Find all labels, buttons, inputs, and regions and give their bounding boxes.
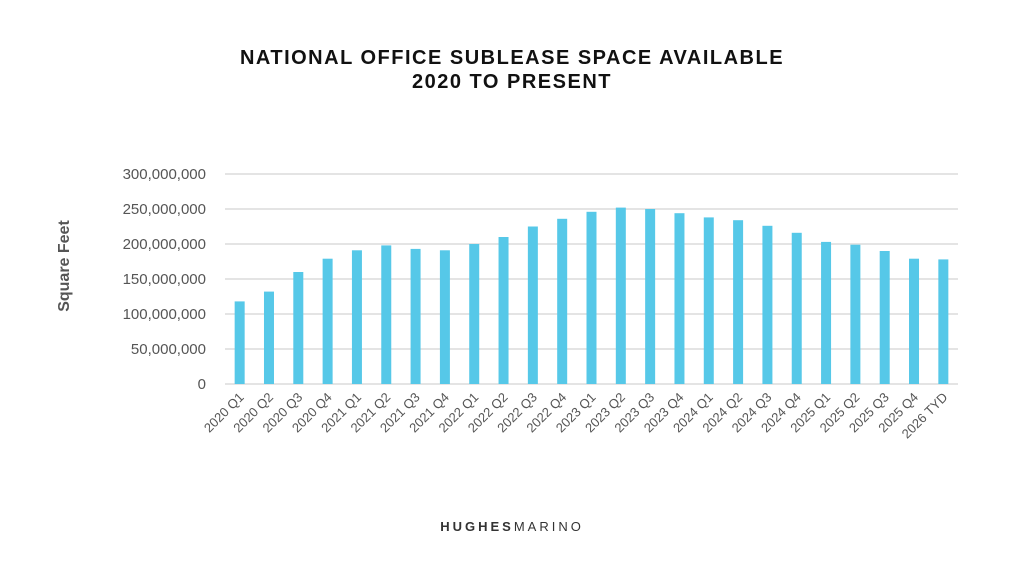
bar — [879, 251, 890, 384]
y-tick-label: 50,000,000 — [131, 341, 206, 358]
bar — [527, 226, 538, 384]
bar — [498, 237, 509, 384]
logo-part2: MARINO — [513, 519, 584, 534]
bar — [557, 218, 568, 384]
bar — [293, 272, 304, 384]
chart-title: NATIONAL OFFICE SUBLEASE SPACE AVAILABLE… — [0, 46, 1024, 94]
bar — [850, 244, 861, 384]
y-tick-label: 250,000,000 — [123, 201, 206, 218]
bar — [322, 258, 333, 384]
y-tick-label: 300,000,000 — [123, 166, 206, 183]
y-tick-label: 100,000,000 — [123, 306, 206, 323]
bar — [439, 250, 450, 384]
bar — [791, 232, 802, 384]
bar — [645, 209, 656, 384]
bar — [674, 213, 685, 384]
chart-subtitle: 2020 TO PRESENT — [412, 71, 612, 93]
bar — [703, 217, 714, 384]
bar — [821, 241, 832, 384]
bar — [615, 207, 626, 384]
logo-part1: HUGHES — [440, 519, 514, 534]
y-tick-label: 0 — [198, 376, 206, 393]
bar — [410, 248, 421, 384]
chart-title-line: NATIONAL OFFICE SUBLEASE SPACE AVAILABLE — [239, 47, 785, 69]
bar — [909, 258, 920, 384]
y-tick-label: 150,000,000 — [123, 271, 206, 288]
hughes-marino-logo: HUGHESMARINO — [0, 519, 1024, 534]
bar — [762, 225, 773, 384]
bar — [586, 211, 597, 384]
bar — [733, 220, 744, 384]
bar — [263, 291, 274, 384]
bar — [469, 244, 480, 384]
bar — [351, 250, 362, 384]
bar — [234, 301, 245, 384]
bar — [938, 259, 949, 384]
bar — [381, 245, 392, 384]
y-tick-label: 200,000,000 — [123, 236, 206, 253]
y-axis-label: Square Feet — [56, 220, 73, 312]
